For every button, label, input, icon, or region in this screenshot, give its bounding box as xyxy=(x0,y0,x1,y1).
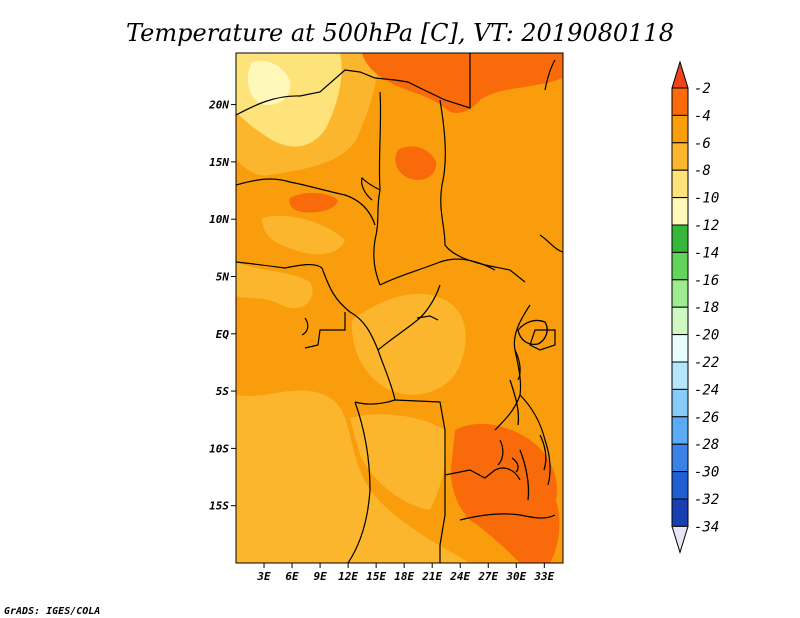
lon-tick-label: 27E xyxy=(477,570,498,583)
longitude-axis: 3E 6E 9E 12E 15E 18E 21E 24E 27E 30E 33E xyxy=(256,563,555,583)
map-frame xyxy=(235,52,564,564)
lon-tick-label: 6E xyxy=(285,570,299,583)
lake-outlines xyxy=(509,319,548,501)
colorbar-label: -24 xyxy=(694,382,719,398)
colorbar-label: -10 xyxy=(694,191,719,207)
lat-tick-label: 15N xyxy=(209,156,229,169)
colorbar-segment xyxy=(671,361,689,390)
map-plot-area xyxy=(236,53,563,563)
latitude-axis: 20N 15N 10N 5N EQ 5S 10S 15S xyxy=(208,99,236,513)
field-deep-orange-libya xyxy=(362,53,563,114)
colorbar-segment xyxy=(671,471,689,500)
colorbar-segment xyxy=(671,251,689,281)
colorbar-segment xyxy=(671,87,689,116)
colorbar-segment xyxy=(671,142,689,171)
colorbar-label: -4 xyxy=(694,108,711,124)
colorbar-segment xyxy=(671,416,689,445)
lat-tick-label: 10S xyxy=(209,442,229,455)
lat-tick-label: 20N xyxy=(208,99,229,112)
map-title: Temperature at 500hPa [C], VT: 201908011… xyxy=(126,19,674,47)
lat-tick-label: EQ xyxy=(216,328,230,341)
colorbar-label: -12 xyxy=(694,218,719,234)
colorbar-label: -2 xyxy=(694,81,711,97)
field-light-orange-gulf xyxy=(236,262,313,309)
lon-tick-label: 15E xyxy=(366,570,386,583)
field-deep-orange-sudan xyxy=(395,146,437,181)
country-borders xyxy=(236,53,563,563)
lon-tick-label: 18E xyxy=(394,570,414,583)
colorbar-label: -32 xyxy=(694,492,719,508)
colorbar-segment xyxy=(671,388,689,418)
colorbar-segment xyxy=(671,334,689,363)
lon-tick-label: 21E xyxy=(421,570,442,583)
field-deep-orange-zambia xyxy=(450,423,560,563)
colorbar-label: -34 xyxy=(694,519,719,535)
colorbar-segment xyxy=(671,306,689,336)
grads-credit: GrADS: IGES/COLA xyxy=(4,606,100,617)
lat-tick-label: 15S xyxy=(209,500,229,513)
lat-tick-label: 5N xyxy=(216,270,230,283)
colorbar-segment xyxy=(671,169,689,199)
field-deep-orange-chad xyxy=(289,192,338,213)
lon-tick-label: 33E xyxy=(533,570,554,583)
colorbar-label: -26 xyxy=(694,410,719,426)
field-light-orange-angola xyxy=(350,414,447,510)
colorbar-segment xyxy=(671,224,689,253)
field-light-orange-sahel xyxy=(262,215,345,255)
lon-tick-label: 3E xyxy=(256,570,271,583)
lon-tick-label: 30E xyxy=(505,570,526,583)
colorbar-label: -20 xyxy=(694,328,719,344)
field-light-orange-south-atlantic xyxy=(236,390,470,563)
lon-tick-label: 9E xyxy=(313,570,327,583)
colorbar: -2 -4 -6 -8 -10 -12 -14 -16 -18 -20 -22 -24 -26 -28 -3… xyxy=(671,60,719,555)
colorbar-label: -28 xyxy=(694,437,719,453)
colorbar-bottom-arrow xyxy=(671,525,689,555)
colorbar-segment xyxy=(671,197,689,226)
colorbar-label: -30 xyxy=(694,465,719,481)
colorbar-segment xyxy=(671,279,689,308)
colorbar-label: -14 xyxy=(694,245,719,261)
lon-tick-label: 24E xyxy=(449,570,470,583)
colorbar-segment xyxy=(671,498,689,527)
colorbar-segment xyxy=(671,114,689,144)
field-pale-yellow-patch xyxy=(247,60,291,105)
colorbar-segment xyxy=(671,443,689,473)
colorbar-label: -22 xyxy=(694,355,719,371)
colorbar-label: -8 xyxy=(694,163,711,179)
colorbar-top-arrow xyxy=(671,60,689,89)
lon-tick-label: 12E xyxy=(338,570,358,583)
colorbar-label: -6 xyxy=(694,136,711,152)
lat-tick-label: 5S xyxy=(216,385,230,398)
colorbar-label: -16 xyxy=(694,273,719,289)
colorbar-label: -18 xyxy=(694,300,719,316)
lat-tick-label: 10N xyxy=(209,213,229,226)
